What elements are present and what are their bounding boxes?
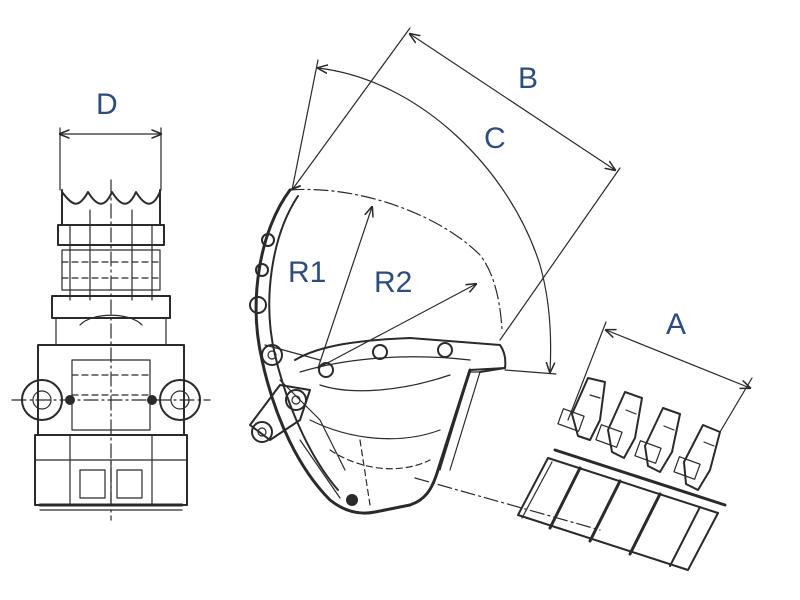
label-b: B	[518, 62, 538, 95]
bucket-teeth	[557, 377, 721, 491]
dimension-b: B	[291, 27, 621, 341]
label-a: A	[666, 308, 686, 341]
label-c: C	[484, 122, 506, 155]
label-r1: R1	[288, 256, 326, 289]
dimension-a: A	[567, 308, 752, 433]
dimension-d: D	[60, 88, 161, 191]
label-r2: R2	[374, 266, 412, 299]
bucket-front-view	[11, 179, 211, 521]
label-d: D	[96, 88, 118, 121]
radius-lines: R1 R2	[288, 188, 503, 369]
cutting-edge-view	[414, 377, 727, 571]
bucket-side-view	[249, 185, 507, 515]
